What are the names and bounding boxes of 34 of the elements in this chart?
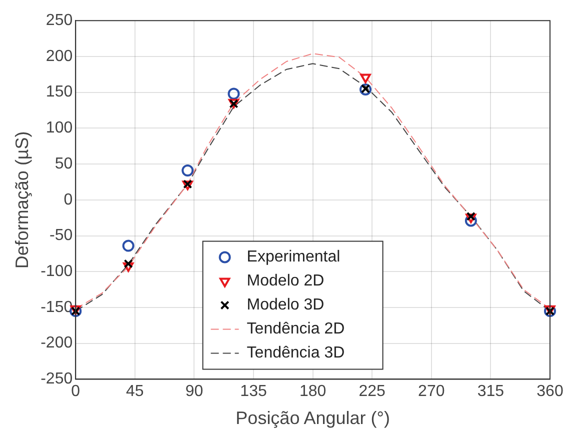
y-axis-title: Deformação (µS): [12, 131, 32, 269]
y-tick-label: 250: [46, 12, 73, 30]
y-tick-label: -250: [40, 370, 73, 388]
x-tick-label: 180: [299, 383, 326, 400]
y-tick-label: 150: [46, 84, 73, 101]
legend-label: Modelo 3D: [246, 296, 324, 314]
x-tick-label: 225: [358, 383, 386, 400]
point: [466, 212, 476, 221]
x-tick-label: 270: [418, 383, 445, 400]
point: [228, 88, 240, 100]
point: [360, 74, 371, 84]
legend-label: Modelo 2D: [246, 272, 324, 290]
x-tick-label: 360: [536, 383, 564, 400]
x-axis-title: Posição Angular (°): [236, 408, 390, 428]
y-tick-label: -100: [40, 263, 73, 280]
y-tick-label: 200: [46, 48, 73, 65]
point: [123, 262, 134, 272]
x-tick-label: 315: [477, 383, 504, 400]
x-tick-label: 90: [185, 383, 204, 400]
y-tick-label: -200: [40, 334, 73, 352]
legend-label: Tendência 3D: [246, 344, 345, 362]
point: [182, 164, 194, 176]
x-tick-label: 135: [240, 383, 267, 400]
legend-label: Tendência 2D: [246, 320, 345, 338]
point: [124, 259, 133, 268]
y-tick-label: -50: [50, 227, 73, 244]
x-tick-label: 45: [126, 383, 144, 400]
y-tick-label: 100: [46, 120, 73, 137]
point: [464, 214, 477, 227]
point: [466, 214, 476, 224]
y-tick-label: 50: [54, 155, 73, 172]
point: [122, 240, 134, 252]
legend-label: Experimental: [246, 248, 340, 266]
y-tick-label: 0: [64, 191, 73, 208]
